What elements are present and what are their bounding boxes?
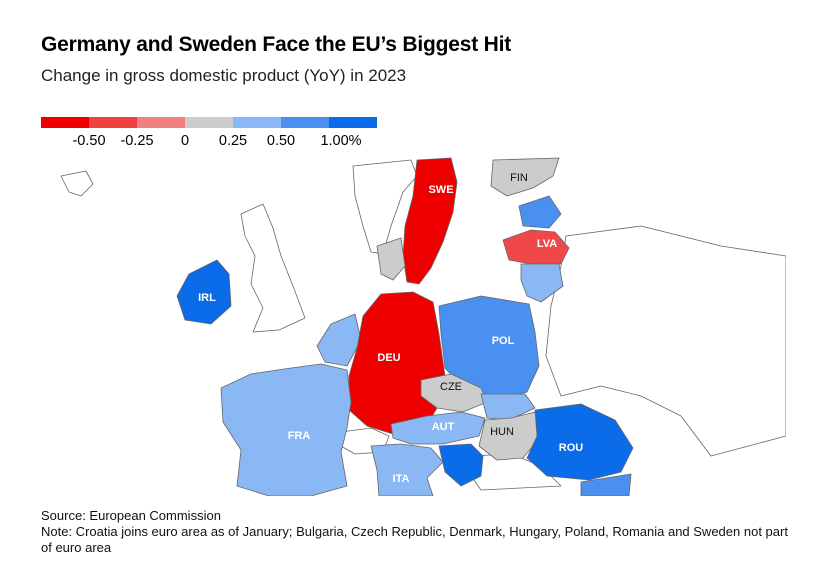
legend-label: -0.50 bbox=[72, 133, 106, 149]
country-bgr bbox=[580, 473, 632, 496]
color-legend: -0.50 -0.25 0 0.25 0.50 1.00% bbox=[41, 117, 377, 153]
label-deu: DEU bbox=[377, 352, 400, 364]
chart-footer: Source: European Commission Note: Croati… bbox=[41, 508, 801, 556]
country-aut bbox=[390, 411, 486, 445]
chart-subtitle: Change in gross domestic product (YoY) i… bbox=[41, 66, 407, 85]
country-est bbox=[518, 195, 562, 229]
country-nld-bel bbox=[316, 313, 362, 367]
legend-label: 1.00% bbox=[320, 133, 362, 149]
legend-label: -0.25 bbox=[120, 133, 154, 149]
country-lva bbox=[502, 229, 570, 265]
legend-swatch-5 bbox=[233, 117, 281, 128]
country-dnk bbox=[376, 237, 406, 281]
label-ita: ITA bbox=[393, 473, 410, 485]
country-rou bbox=[526, 403, 634, 481]
legend-swatch-1 bbox=[41, 117, 89, 128]
country-fin bbox=[490, 157, 560, 197]
label-aut: AUT bbox=[432, 421, 455, 433]
footnote: Note: Croatia joins euro area as of Janu… bbox=[41, 524, 788, 555]
label-rou: ROU bbox=[559, 442, 584, 454]
legend-swatch-2 bbox=[89, 117, 137, 128]
source-note: Source: European Commission bbox=[41, 508, 221, 523]
legend-swatch-7 bbox=[329, 117, 377, 128]
legend-label: 0.50 bbox=[266, 133, 296, 149]
label-hun: HUN bbox=[490, 426, 514, 438]
legend-label: 0.25 bbox=[218, 133, 248, 149]
country-fra bbox=[220, 363, 352, 496]
country-russia-belarus-ukraine bbox=[545, 225, 786, 457]
legend-swatch-6 bbox=[281, 117, 329, 128]
country-pol bbox=[438, 295, 540, 401]
country-uk bbox=[240, 203, 306, 333]
country-cze bbox=[420, 373, 488, 413]
legend-labels: -0.50 -0.25 0 0.25 0.50 1.00% bbox=[41, 133, 377, 153]
label-irl: IRL bbox=[198, 292, 216, 304]
country-swe bbox=[402, 157, 458, 285]
europe-map: SWE FIN LVA IRL DEU POL CZE FRA AUT HUN … bbox=[60, 157, 786, 496]
country-ltu bbox=[520, 263, 564, 303]
label-pol: POL bbox=[492, 335, 515, 347]
country-svk bbox=[480, 393, 536, 421]
legend-label: 0 bbox=[180, 133, 190, 149]
label-fra: FRA bbox=[288, 430, 311, 442]
label-fin: FIN bbox=[510, 172, 528, 184]
label-cze: CZE bbox=[440, 381, 462, 393]
country-greenland-iceland bbox=[60, 170, 94, 197]
country-irl bbox=[176, 259, 232, 325]
label-swe: SWE bbox=[428, 184, 453, 196]
country-norway bbox=[352, 159, 418, 255]
legend-color-scale bbox=[41, 117, 377, 128]
country-slo-hrv bbox=[438, 443, 484, 487]
country-ita bbox=[370, 443, 444, 496]
legend-swatch-3 bbox=[137, 117, 185, 128]
legend-swatch-4 bbox=[185, 117, 233, 128]
label-lva: LVA bbox=[537, 238, 557, 250]
chart-title: Germany and Sweden Face the EU’s Biggest… bbox=[41, 33, 512, 56]
